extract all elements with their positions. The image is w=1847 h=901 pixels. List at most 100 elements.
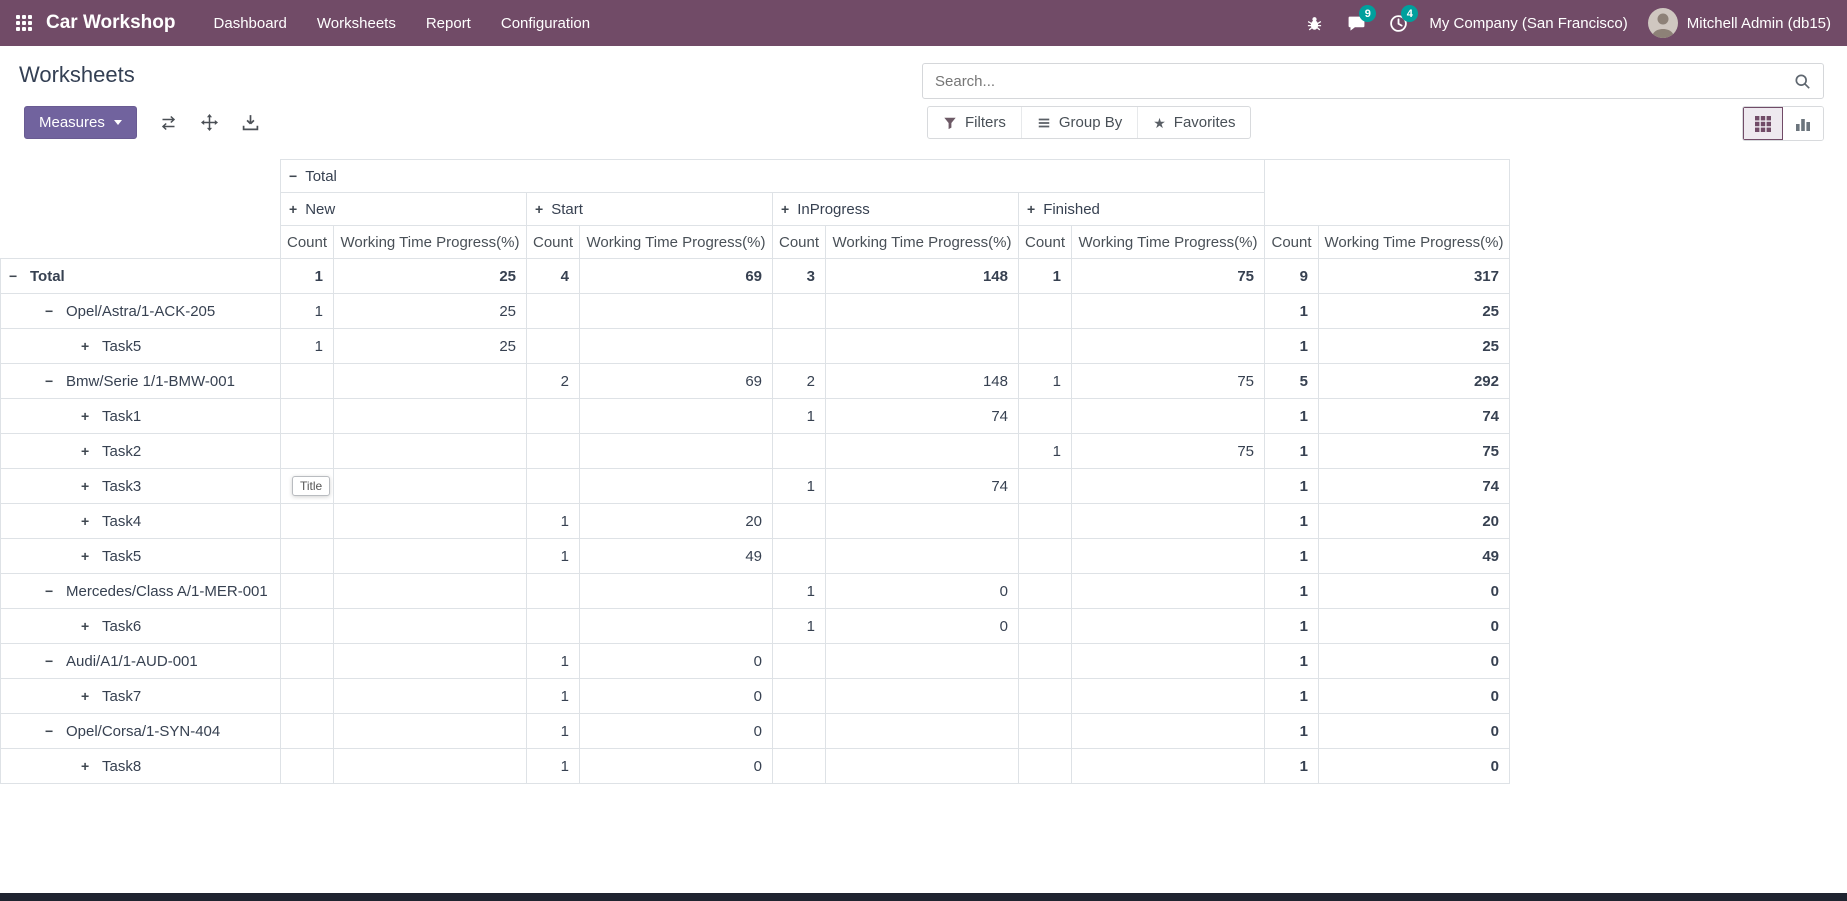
- filters-button[interactable]: Filters: [928, 107, 1021, 138]
- pivot-cell[interactable]: 75: [1071, 433, 1265, 469]
- pivot-row-header[interactable]: + Task4: [0, 503, 281, 539]
- pivot-cell[interactable]: [579, 328, 773, 364]
- pivot-cell[interactable]: 0: [579, 713, 773, 749]
- pivot-cell[interactable]: 5: [1264, 363, 1319, 399]
- pivot-cell[interactable]: 0: [1318, 643, 1510, 679]
- pivot-row-header[interactable]: + Task5: [0, 538, 281, 574]
- pivot-cell[interactable]: 20: [579, 503, 773, 539]
- pivot-cell[interactable]: 1: [1018, 258, 1072, 294]
- pivot-cell[interactable]: [772, 433, 826, 469]
- pivot-cell[interactable]: [333, 468, 527, 504]
- pivot-cell[interactable]: 1: [526, 643, 580, 679]
- pivot-cell[interactable]: [1071, 713, 1265, 749]
- pivot-cell[interactable]: 1: [526, 748, 580, 784]
- pivot-cell[interactable]: 74: [1318, 468, 1510, 504]
- pivot-cell[interactable]: [1018, 468, 1072, 504]
- pivot-cell[interactable]: 2: [772, 363, 826, 399]
- pivot-cell[interactable]: 75: [1318, 433, 1510, 469]
- pivot-cell[interactable]: [1071, 328, 1265, 364]
- pivot-row-header[interactable]: − Mercedes/Class A/1-MER-001: [0, 573, 281, 609]
- pivot-cell[interactable]: 1: [1264, 573, 1319, 609]
- pivot-cell[interactable]: 1: [1264, 643, 1319, 679]
- column-group-start[interactable]: + Start: [526, 192, 773, 226]
- pivot-cell[interactable]: 1: [772, 468, 826, 504]
- pivot-cell[interactable]: 75: [1071, 363, 1265, 399]
- pivot-cell[interactable]: [333, 398, 527, 434]
- pivot-cell[interactable]: 1: [280, 293, 334, 329]
- measure-header[interactable]: Working Time Progress(%): [1318, 225, 1510, 259]
- pivot-cell[interactable]: [526, 328, 580, 364]
- pivot-cell[interactable]: 49: [1318, 538, 1510, 574]
- pivot-cell[interactable]: [825, 678, 1019, 714]
- search-input[interactable]: [935, 72, 1784, 90]
- pivot-cell[interactable]: [1071, 678, 1265, 714]
- pivot-cell[interactable]: 1: [1018, 433, 1072, 469]
- pivot-cell[interactable]: 0: [825, 608, 1019, 644]
- pivot-cell[interactable]: [526, 293, 580, 329]
- pivot-cell[interactable]: [825, 643, 1019, 679]
- pivot-cell[interactable]: [772, 293, 826, 329]
- messages-icon[interactable]: 9: [1345, 5, 1377, 34]
- column-group-new[interactable]: + New: [280, 192, 527, 226]
- pivot-cell[interactable]: 25: [333, 328, 527, 364]
- measure-header[interactable]: Count: [1264, 225, 1319, 259]
- pivot-cell[interactable]: [526, 398, 580, 434]
- pivot-cell[interactable]: 9: [1264, 258, 1319, 294]
- pivot-cell[interactable]: 0: [1318, 678, 1510, 714]
- apps-grid-icon[interactable]: [16, 15, 32, 31]
- pivot-cell[interactable]: 0: [1318, 748, 1510, 784]
- pivot-cell[interactable]: [280, 433, 334, 469]
- pivot-cell[interactable]: 74: [825, 468, 1019, 504]
- pivot-cell[interactable]: [579, 433, 773, 469]
- pivot-cell[interactable]: 0: [1318, 713, 1510, 749]
- pivot-cell[interactable]: [1018, 573, 1072, 609]
- pivot-cell[interactable]: [772, 748, 826, 784]
- pivot-cell[interactable]: [1071, 293, 1265, 329]
- graph-view-button[interactable]: [1783, 107, 1823, 140]
- pivot-cell[interactable]: 0: [1318, 608, 1510, 644]
- measure-header[interactable]: Working Time Progress(%): [825, 225, 1019, 259]
- pivot-cell[interactable]: 74: [1318, 398, 1510, 434]
- pivot-cell[interactable]: 1: [526, 538, 580, 574]
- pivot-cell[interactable]: [1018, 748, 1072, 784]
- pivot-view-button[interactable]: [1743, 107, 1783, 140]
- pivot-cell[interactable]: [333, 713, 527, 749]
- measure-header[interactable]: Count: [1018, 225, 1072, 259]
- pivot-cell[interactable]: [1018, 293, 1072, 329]
- pivot-cell[interactable]: 1: [526, 678, 580, 714]
- pivot-cell[interactable]: [772, 678, 826, 714]
- pivot-cell[interactable]: [333, 538, 527, 574]
- pivot-cell[interactable]: [1071, 503, 1265, 539]
- pivot-row-header[interactable]: + Task3: [0, 468, 281, 504]
- pivot-cell[interactable]: [772, 713, 826, 749]
- pivot-row-header[interactable]: + Task8: [0, 748, 281, 784]
- pivot-cell[interactable]: [333, 503, 527, 539]
- menu-dashboard[interactable]: Dashboard: [213, 14, 287, 32]
- pivot-cell[interactable]: 1: [772, 608, 826, 644]
- pivot-row-header[interactable]: − Total: [0, 258, 281, 294]
- pivot-cell[interactable]: [333, 748, 527, 784]
- pivot-row-header[interactable]: + Task5: [0, 328, 281, 364]
- pivot-cell[interactable]: [825, 748, 1019, 784]
- menu-configuration[interactable]: Configuration: [500, 14, 591, 32]
- pivot-cell[interactable]: [1071, 398, 1265, 434]
- pivot-cell[interactable]: 1: [1264, 748, 1319, 784]
- pivot-cell[interactable]: 1: [526, 713, 580, 749]
- column-group-finished[interactable]: + Finished: [1018, 192, 1265, 226]
- pivot-cell[interactable]: [280, 503, 334, 539]
- pivot-cell[interactable]: 49: [579, 538, 773, 574]
- pivot-row-header[interactable]: + Task6: [0, 608, 281, 644]
- pivot-cell[interactable]: [772, 503, 826, 539]
- pivot-row-header[interactable]: − Audi/A1/1-AUD-001: [0, 643, 281, 679]
- pivot-cell[interactable]: 0: [825, 573, 1019, 609]
- app-name[interactable]: Car Workshop: [46, 12, 176, 33]
- column-group-inprogress[interactable]: + InProgress: [772, 192, 1019, 226]
- measures-button[interactable]: Measures: [24, 106, 137, 139]
- pivot-cell[interactable]: [1018, 608, 1072, 644]
- pivot-cell[interactable]: [526, 573, 580, 609]
- pivot-cell[interactable]: [333, 643, 527, 679]
- pivot-cell[interactable]: [579, 398, 773, 434]
- pivot-cell[interactable]: [579, 293, 773, 329]
- pivot-cell[interactable]: 69: [579, 258, 773, 294]
- download-xlsx-button[interactable]: [241, 113, 260, 132]
